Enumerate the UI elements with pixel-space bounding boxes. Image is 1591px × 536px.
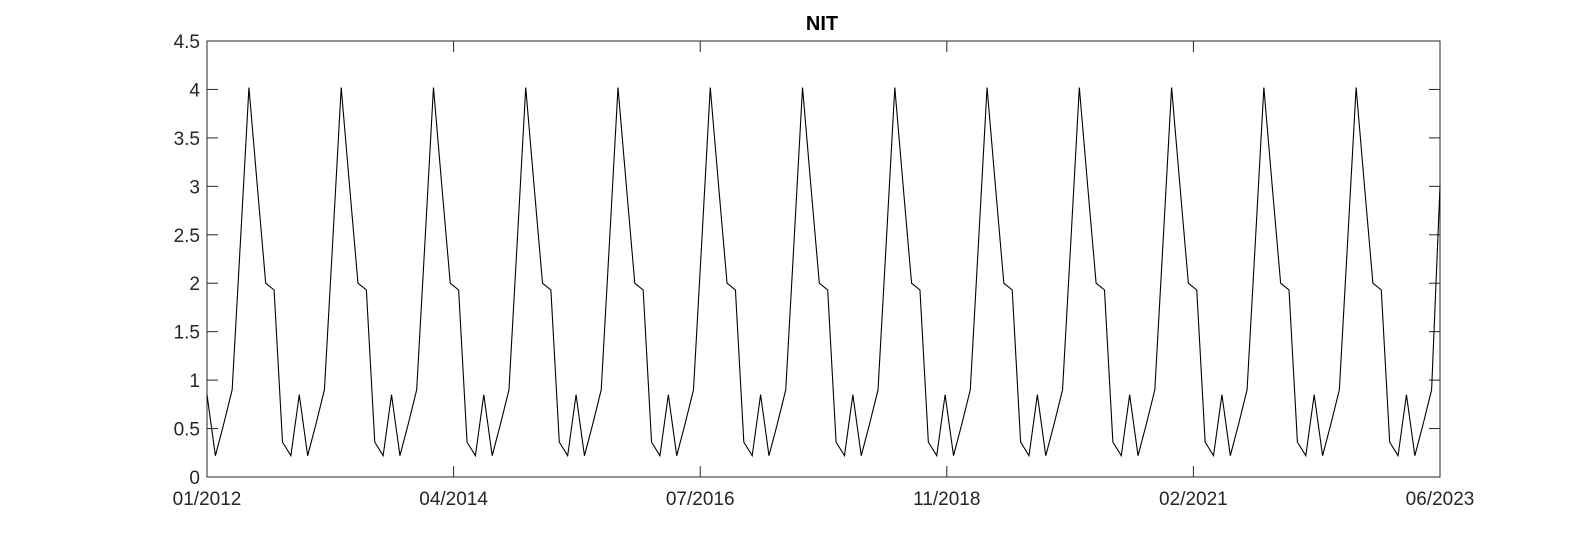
series-line <box>206 87 1441 458</box>
x-tick-label: 01/2012 <box>173 489 242 510</box>
y-tick-label: 4.5 <box>174 32 200 53</box>
y-tick-label: 0 <box>189 468 200 489</box>
y-tick-label: 1.5 <box>174 323 200 344</box>
x-tick-label: 07/2016 <box>666 489 735 510</box>
y-tick-label: 2 <box>189 274 200 295</box>
x-tick-label: 04/2014 <box>419 489 488 510</box>
x-tick-label: 11/2018 <box>913 489 980 510</box>
y-tick-label: 2.5 <box>174 226 200 247</box>
y-axis: 0 0.5 1 1.5 2 2.5 3 3.5 4 4.5 <box>174 32 1440 489</box>
y-tick-label: 3 <box>189 177 200 198</box>
x-axis: 01/2012 04/2014 07/2016 11/2018 02/2021 06/20… <box>173 41 1475 510</box>
y-tick-label: 0.5 <box>174 420 200 441</box>
y-tick-label: 4 <box>189 80 200 101</box>
plot-area-frame <box>206 40 1441 478</box>
x-tick-label: 06/2023 <box>1406 489 1475 510</box>
y-tick-label: 1 <box>189 371 200 392</box>
x-tick-label: 02/2021 <box>1159 489 1228 510</box>
y-tick-label: 3.5 <box>174 129 200 150</box>
chart-title: NIT <box>806 13 838 35</box>
